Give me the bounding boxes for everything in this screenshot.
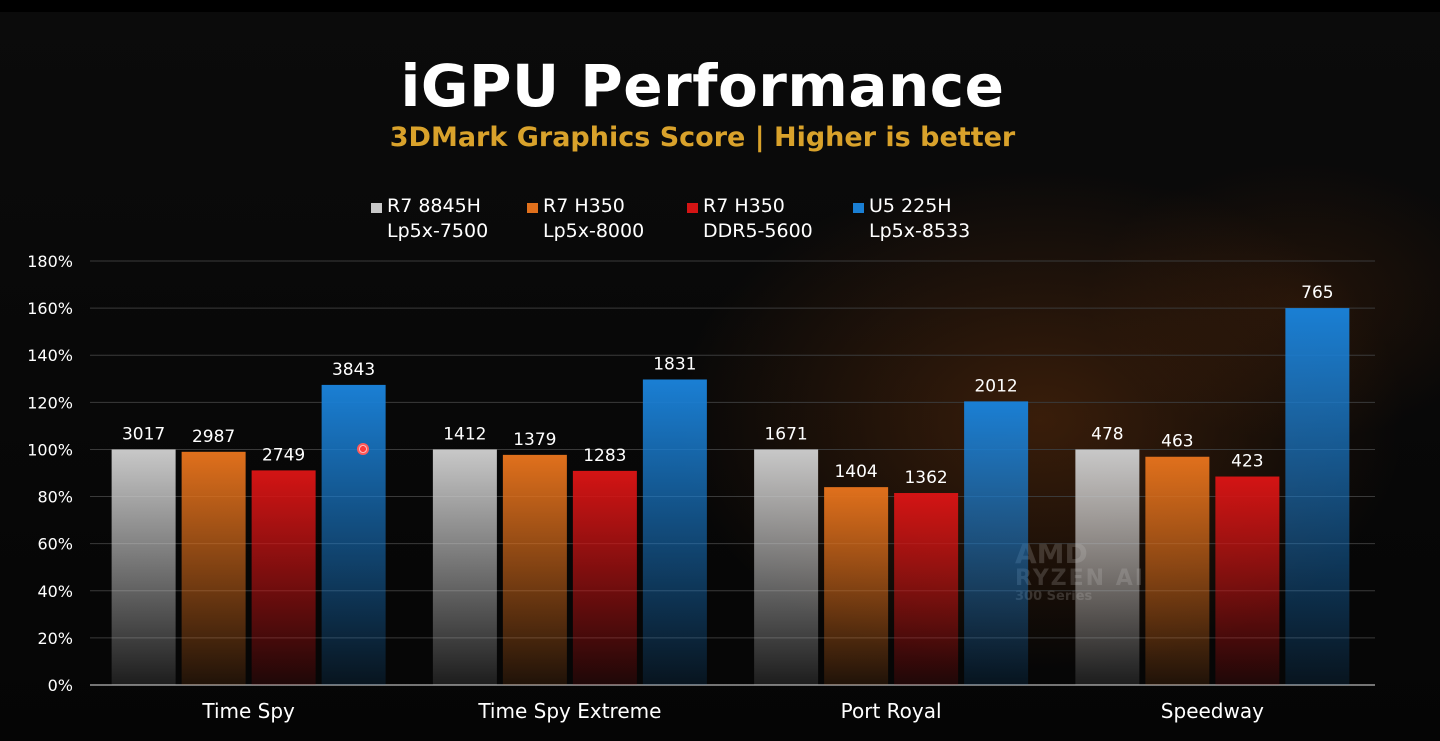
data-label: 478	[1091, 424, 1123, 444]
bar	[432, 449, 497, 685]
y-tick-label: 120%	[27, 393, 73, 412]
bar	[1075, 449, 1140, 685]
bar	[754, 449, 819, 685]
legend-label: R7 H350	[703, 195, 785, 217]
bar	[502, 454, 567, 685]
data-label: 423	[1231, 452, 1263, 472]
data-label: 1831	[653, 354, 696, 374]
x-category-label: Port Royal	[841, 699, 942, 723]
x-category-label: Time Spy	[201, 699, 295, 723]
y-tick-label: 40%	[37, 582, 73, 601]
pointer-cursor-icon	[357, 443, 369, 455]
bar	[894, 493, 959, 685]
bar	[181, 451, 246, 685]
legend-swatch	[371, 203, 382, 213]
watermark-series: 300 Series	[1015, 589, 1093, 604]
bar	[1215, 476, 1280, 685]
legend: R7 8845H Lp5x-7500 R7 H350 Lp5x-8000 R7 …	[0, 195, 1440, 245]
y-tick-label: 20%	[37, 629, 73, 648]
data-label: 2749	[262, 445, 305, 465]
data-label: 1671	[764, 424, 807, 444]
data-label: 2012	[974, 376, 1017, 396]
y-tick-label: 180%	[27, 252, 73, 271]
bar	[1145, 456, 1210, 685]
data-label: 3843	[332, 360, 375, 380]
legend-sublabel: Lp5x-8533	[869, 220, 971, 242]
legend-swatch	[527, 203, 538, 213]
x-category-label: Speedway	[1161, 699, 1264, 723]
data-label: 1362	[904, 468, 947, 488]
data-label: 765	[1301, 283, 1333, 303]
x-category-label: Time Spy Extreme	[477, 699, 661, 723]
bar	[964, 401, 1029, 685]
legend-label: R7 H350	[543, 195, 625, 217]
bar	[321, 384, 386, 685]
chart-subtitle: 3DMark Graphics Score | Higher is better	[389, 122, 1016, 153]
bar	[251, 470, 316, 685]
data-label: 1404	[834, 462, 877, 482]
y-tick-label: 80%	[37, 488, 73, 507]
bar	[111, 449, 176, 685]
legend-sublabel: DDR5-5600	[703, 220, 813, 242]
bar	[824, 487, 889, 685]
y-tick-label: 160%	[27, 299, 73, 318]
y-tick-label: 100%	[27, 440, 73, 459]
legend-swatch	[687, 203, 698, 213]
data-label: 1412	[443, 424, 486, 444]
legend-label: U5 225H	[869, 195, 952, 217]
data-label: 2987	[192, 427, 235, 447]
chart-title: iGPU Performance	[400, 52, 1005, 120]
legend-sublabel: Lp5x-8000	[543, 220, 645, 242]
top-bar	[0, 0, 1440, 12]
y-tick-label: 0%	[48, 676, 73, 695]
y-tick-label: 140%	[27, 346, 73, 365]
bar	[572, 470, 637, 685]
data-label: 1379	[513, 430, 556, 450]
legend-label: R7 8845H	[387, 195, 481, 217]
legend-sublabel: Lp5x-7500	[387, 220, 489, 242]
legend-swatch	[853, 203, 864, 213]
bar	[642, 379, 707, 685]
data-label: 1283	[583, 446, 626, 466]
data-label: 463	[1161, 432, 1193, 452]
data-label: 3017	[122, 424, 165, 444]
y-tick-label: 60%	[37, 535, 73, 554]
bar	[1285, 308, 1350, 685]
